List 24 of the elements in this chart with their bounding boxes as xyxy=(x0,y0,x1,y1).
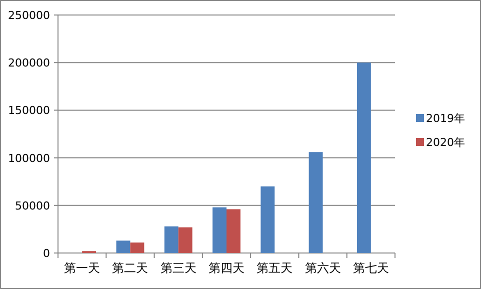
x-tick-label: 第六天 xyxy=(304,261,341,275)
bar xyxy=(226,209,240,253)
y-tick-label: 250000 xyxy=(8,9,50,22)
bar xyxy=(212,207,226,253)
legend-label: 2019年 xyxy=(426,112,465,125)
bar xyxy=(178,227,192,253)
x-tick-label: 第五天 xyxy=(256,261,293,275)
bar xyxy=(164,226,178,253)
bar xyxy=(116,240,130,253)
x-tick-label: 第三天 xyxy=(160,261,196,275)
y-tick-label: 200000 xyxy=(8,56,50,70)
y-tick-label: 100000 xyxy=(8,152,50,165)
bar xyxy=(260,186,275,253)
x-tick-label: 第二天 xyxy=(112,261,148,275)
bar xyxy=(356,62,371,253)
bar xyxy=(130,242,144,253)
bar xyxy=(308,152,323,253)
x-tick-label: 第四天 xyxy=(208,261,244,275)
y-tick-label: 0 xyxy=(43,247,50,260)
legend-label: 2020年 xyxy=(426,136,465,149)
x-tick-label: 第一天 xyxy=(64,261,100,275)
y-tick-label: 50000 xyxy=(15,199,50,212)
x-tick-label: 第七天 xyxy=(352,261,389,275)
y-tick-label: 150000 xyxy=(8,104,50,118)
